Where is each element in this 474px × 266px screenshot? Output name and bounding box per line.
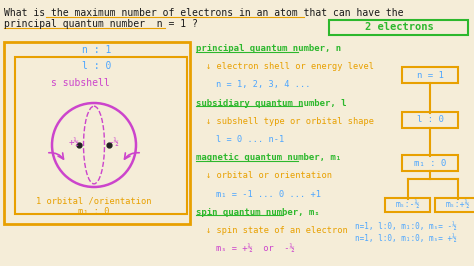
FancyBboxPatch shape [402,67,458,83]
Text: spin quantum number, mₛ: spin quantum number, mₛ [196,208,319,217]
Text: m₁ : 0: m₁ : 0 [78,207,110,216]
Text: ↓ orbital or orientation: ↓ orbital or orientation [206,171,332,180]
Text: n=1, l:0, m₁:0, mₛ= -½: n=1, l:0, m₁:0, mₛ= -½ [355,222,457,231]
Text: s subshell: s subshell [51,78,109,88]
Text: principal quantum number  n = 1 ?: principal quantum number n = 1 ? [4,19,198,29]
Text: n = 1, 2, 3, 4 ...: n = 1, 2, 3, 4 ... [216,80,310,89]
Text: magnetic quantum number, m₁: magnetic quantum number, m₁ [196,153,341,162]
FancyBboxPatch shape [402,155,458,171]
Text: ↓ electron shell or energy level: ↓ electron shell or energy level [206,62,374,71]
FancyBboxPatch shape [15,57,187,214]
Text: l : 0: l : 0 [417,115,444,124]
Text: n = 1: n = 1 [417,70,444,80]
Text: mₛ = +½  or  -½: mₛ = +½ or -½ [216,244,295,253]
Text: l = 0 ... n-1: l = 0 ... n-1 [216,135,284,144]
FancyBboxPatch shape [329,19,468,35]
FancyBboxPatch shape [385,198,430,212]
Text: mₛ:-½: mₛ:-½ [396,201,420,210]
Text: mₛ:+½: mₛ:+½ [446,201,470,210]
FancyBboxPatch shape [402,112,458,128]
Text: n=1, l:0, m₁:0, mₛ= +½: n=1, l:0, m₁:0, mₛ= +½ [355,234,457,243]
FancyBboxPatch shape [436,198,474,212]
Text: ↓ subshell type or orbital shape: ↓ subshell type or orbital shape [206,117,374,126]
Text: m₁ : 0: m₁ : 0 [414,159,446,168]
Text: 1 orbital /orientation: 1 orbital /orientation [36,196,152,205]
Text: m₁ = -1 ... 0 ... +1: m₁ = -1 ... 0 ... +1 [216,190,321,199]
Text: subsidiary quantum number, l: subsidiary quantum number, l [196,99,346,108]
Text: ↓ spin state of an electron: ↓ spin state of an electron [206,226,348,235]
Text: +½: +½ [69,138,79,147]
FancyBboxPatch shape [4,42,190,224]
Text: What is the maximum number of electrons in an atom that can have the: What is the maximum number of electrons … [4,8,403,18]
Text: 2 electrons: 2 electrons [365,22,433,32]
Text: principal quantum number, n: principal quantum number, n [196,44,341,53]
Text: -½: -½ [109,138,119,147]
Text: n : 1: n : 1 [82,45,112,55]
Text: l : 0: l : 0 [82,61,112,71]
